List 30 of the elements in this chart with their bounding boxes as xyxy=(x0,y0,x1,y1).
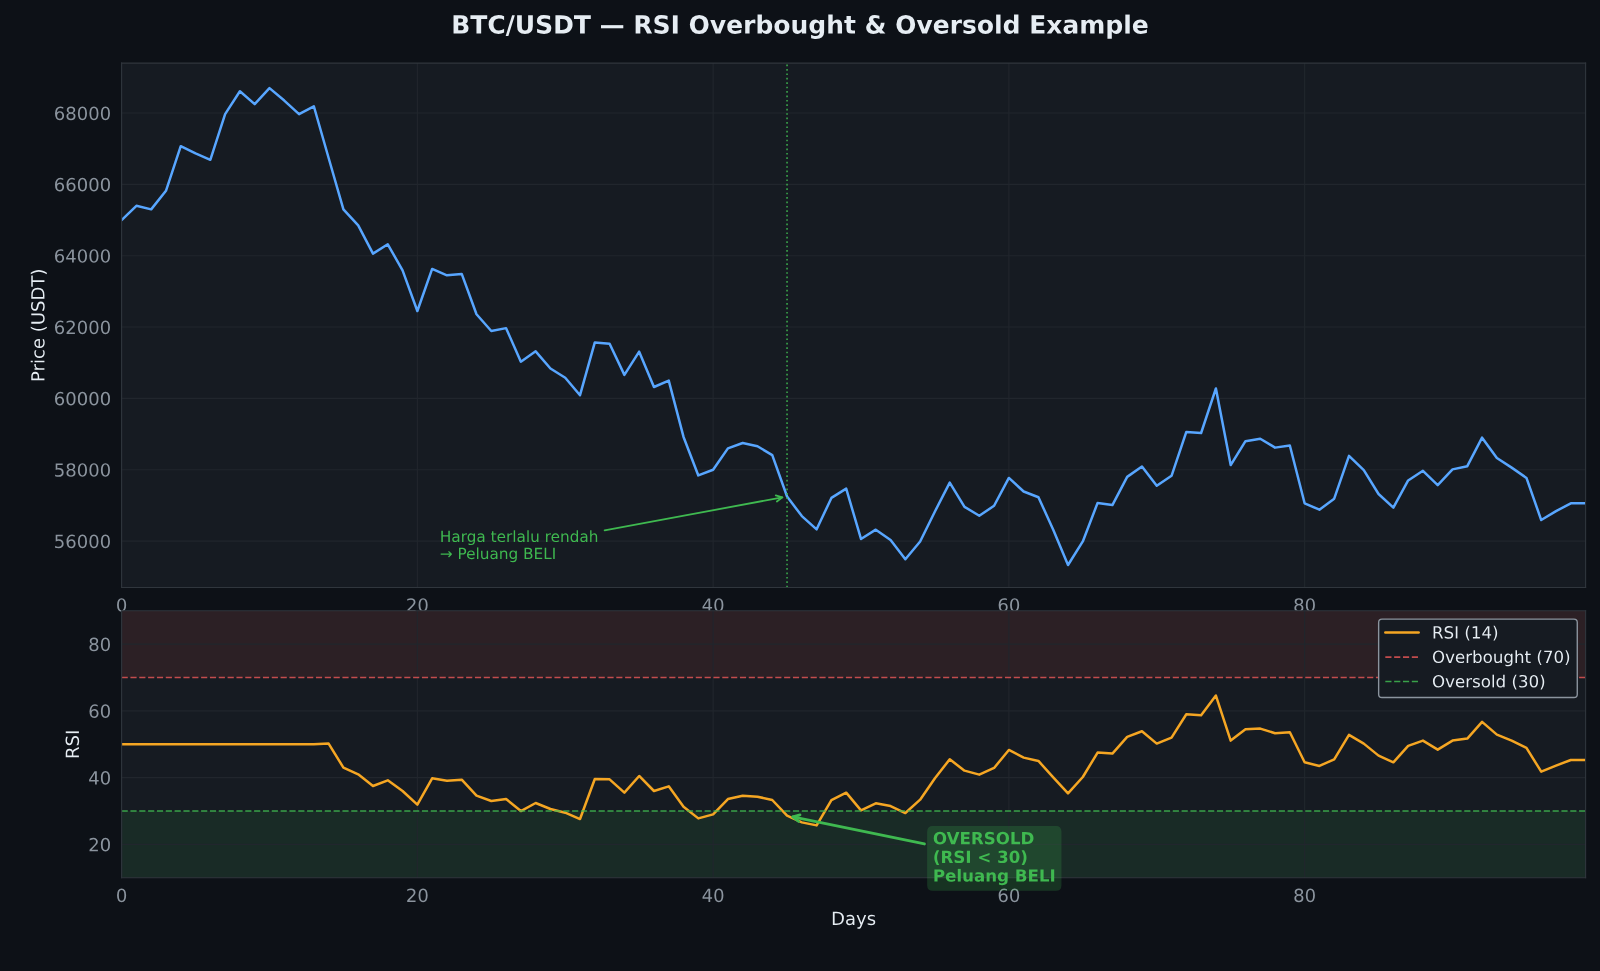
legend-label: RSI (14) xyxy=(1433,625,1498,641)
line-series xyxy=(121,694,1586,827)
y-tick-label: 60000 xyxy=(55,391,110,406)
x-tick-label: 40 xyxy=(702,888,724,903)
y-tick-label: 80 xyxy=(89,637,110,652)
legend-label: Oversold (30) xyxy=(1432,674,1545,690)
x-tick-label: 60 xyxy=(998,598,1020,612)
annotation: Harga terlalu rendah → Peluang BELI xyxy=(440,530,598,563)
y-tick-label: 56000 xyxy=(55,534,110,549)
y-tick-label: 60 xyxy=(89,704,110,719)
y-tick-label: 66000 xyxy=(55,177,110,192)
x-tick-label: 0 xyxy=(117,888,127,903)
x-tick-label: 80 xyxy=(1294,888,1315,903)
x-tick-label: 0 xyxy=(117,598,127,612)
y-tick-label: 58000 xyxy=(55,463,110,477)
legend-label: Overbought (70) xyxy=(1432,650,1570,667)
y-tick-label: 40 xyxy=(89,771,110,785)
chart-title: BTC/USDT — RSI Overbought & Oversold Example xyxy=(453,14,1148,39)
line-series xyxy=(121,86,1586,567)
y-tick-label: 68000 xyxy=(55,106,110,121)
x-axis-title: Days xyxy=(832,911,876,929)
y-axis-title: Price (USDT) xyxy=(30,270,47,381)
x-tick-label: 60 xyxy=(998,888,1020,903)
x-tick-label: 40 xyxy=(702,598,724,612)
annotation: OVERSOLD (RSI < 30) Peluang BELI xyxy=(933,831,1055,886)
x-tick-label: 20 xyxy=(407,888,428,903)
y-tick-label: 62000 xyxy=(55,320,110,335)
y-tick-label: 20 xyxy=(89,837,110,852)
y-tick-label: 64000 xyxy=(55,249,110,263)
y-axis-title: RSI xyxy=(65,731,80,758)
